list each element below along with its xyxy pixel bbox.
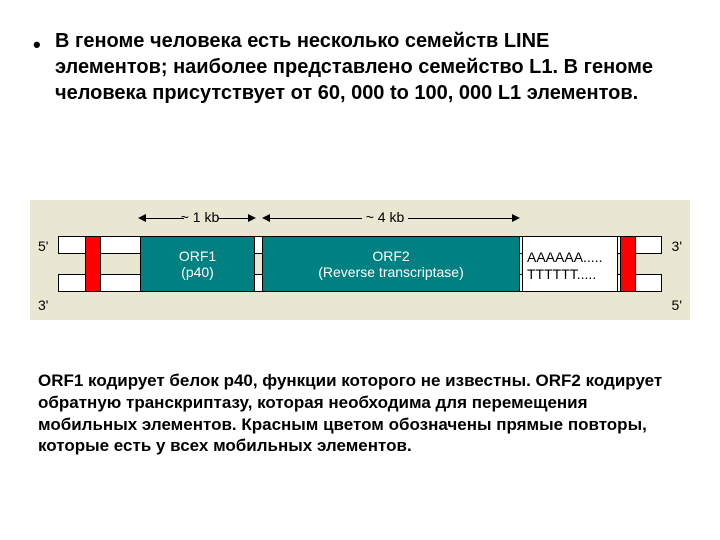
orf1-line2: (p40) — [181, 264, 214, 280]
arrow2-line-left — [270, 218, 362, 219]
orf2-size-label: ~ 4 kb — [360, 209, 410, 225]
polya-box: AAAAAA..... TTTTTT..... — [522, 236, 618, 292]
orf1-label: ORF1 (p40) — [141, 248, 254, 280]
arrow2-line-right — [408, 218, 512, 219]
direct-repeat-left — [85, 236, 101, 292]
arrow1-line-right — [218, 218, 248, 219]
arrow2-right-head — [512, 214, 520, 222]
caption-paragraph: ORF1 кодирует белок p40, функции которог… — [38, 370, 678, 457]
arrow1-right-head — [248, 214, 256, 222]
orf2-line2: (Reverse transcriptase) — [318, 264, 464, 280]
orf1-line1: ORF1 — [179, 248, 216, 264]
arrow1-line-left — [146, 218, 184, 219]
arrow1-left-head — [138, 214, 146, 222]
arrow2-left-head — [262, 214, 270, 222]
orf2-box: ORF2 (Reverse transcriptase) — [262, 236, 520, 292]
orf1-box: ORF1 (p40) — [140, 236, 255, 292]
intro-text: В геноме человека есть несколько семейст… — [55, 30, 653, 104]
three-prime-top: 3' — [672, 238, 682, 254]
intro-paragraph: • В геноме человека есть несколько семей… — [55, 28, 665, 106]
three-prime-bottom: 3' — [38, 297, 48, 313]
orf2-line1: ORF2 — [372, 248, 409, 264]
five-prime-top: 5' — [38, 238, 48, 254]
polya-line1: AAAAAA..... — [527, 249, 602, 265]
direct-repeat-right — [620, 236, 636, 292]
orf2-label: ORF2 (Reverse transcriptase) — [263, 248, 519, 280]
polya-label: AAAAAA..... TTTTTT..... — [523, 249, 617, 283]
caption-text: ORF1 кодирует белок p40, функции которог… — [38, 371, 662, 455]
polya-line2: TTTTTT..... — [527, 266, 596, 282]
orf1-size-label: ~ 1 kb — [180, 209, 220, 225]
line-element-diagram: 5' 3' 3' 5' ORF1 (p40) ORF2 (Reverse tra… — [30, 200, 690, 340]
five-prime-bottom: 5' — [672, 297, 682, 313]
bullet-dot: • — [33, 31, 41, 60]
